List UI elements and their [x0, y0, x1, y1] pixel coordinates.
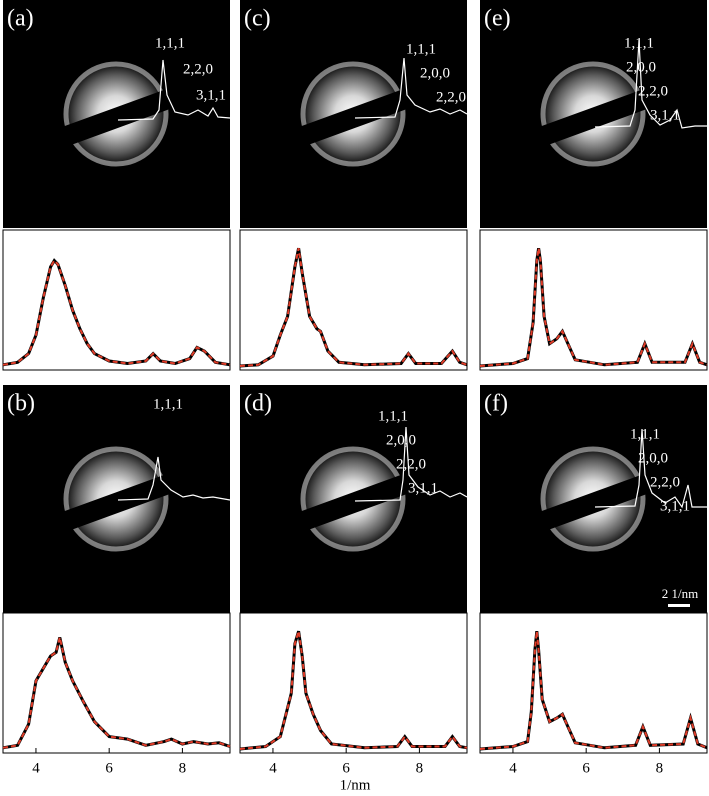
- fit-curve: [2, 637, 231, 749]
- peak-label: 2,0,0: [626, 59, 656, 75]
- fit-curve: [479, 248, 708, 367]
- peak-label: 1,1,1: [155, 35, 185, 51]
- x-tick-label: 4: [32, 760, 40, 776]
- diffraction-image: (a) 1,1,1 2,2,0 3,1,1: [3, 0, 231, 228]
- beam-stop: [43, 467, 192, 538]
- plot-frame: [479, 612, 708, 754]
- panel-label: (b): [7, 391, 35, 417]
- panel-label: (d): [244, 391, 272, 417]
- peak-label: 2,0,0: [638, 450, 668, 466]
- peak-label: 2,2,0: [396, 456, 426, 472]
- x-tick-label: 6: [582, 760, 590, 776]
- x-tick-label: 8: [416, 760, 424, 776]
- peak-label: 3,1,1: [196, 87, 226, 103]
- fit-curve: [239, 630, 468, 750]
- peak-label: 2,2,0: [436, 89, 466, 105]
- fit-curve: [479, 631, 708, 750]
- peak-label: 1,1,1: [153, 396, 183, 412]
- scale-bar: [668, 604, 690, 607]
- intensity-profile: [594, 39, 707, 129]
- peak-label: 1,1,1: [624, 35, 654, 51]
- ring: [540, 61, 646, 167]
- diffraction-image: (f) 1,1,1 2,0,0 2,2,0 3,1,1 2 1/nm: [480, 385, 707, 613]
- diffraction-image: (c) 1,1,1 2,0,0 2,2,0: [240, 0, 468, 228]
- peak-label: 2,2,0: [183, 61, 213, 77]
- diffraction-image: (e) 1,1,1 2,0,0 2,2,0 3,1,1: [480, 0, 707, 228]
- intensity-profile: [354, 426, 468, 502]
- x-tick-label: 6: [342, 760, 350, 776]
- panel-label: (f): [484, 391, 508, 417]
- x-tick-label: 4: [509, 760, 517, 776]
- peak-label: 1,1,1: [378, 408, 408, 424]
- intensity-profile: [117, 456, 231, 501]
- intensity-profile: [594, 428, 707, 509]
- ring: [300, 446, 406, 552]
- diffraction-image: (d) 1,1,1 2,0,0 2,2,0 3,1,1: [240, 385, 468, 613]
- x-axis-label: 1/nm: [340, 777, 371, 793]
- peak-label: 3,1,1: [408, 480, 438, 496]
- x-tick-label: 6: [105, 760, 113, 776]
- plot-frame: [239, 612, 468, 754]
- peak-label: 3,1,1: [660, 498, 690, 514]
- x-tick-label: 4: [269, 760, 277, 776]
- panel-label: (e): [484, 6, 511, 32]
- peak-label: 1,1,1: [630, 426, 660, 442]
- plot-frame: [479, 229, 708, 371]
- x-tick-label: 8: [179, 760, 187, 776]
- intensity-profile: [354, 57, 468, 119]
- ring: [63, 61, 169, 167]
- beam-stop: [520, 82, 669, 153]
- ring: [300, 61, 406, 167]
- peak-label: 2,2,0: [638, 83, 668, 99]
- peak-label: 2,2,0: [650, 474, 680, 490]
- peak-label: 1,1,1: [406, 41, 436, 57]
- panel-label: (a): [7, 6, 34, 32]
- panel-label: (c): [244, 6, 271, 32]
- fit-curve: [2, 258, 231, 366]
- ring: [540, 446, 646, 552]
- beam-stop: [280, 82, 429, 153]
- peak-label: 2,0,0: [386, 432, 416, 448]
- ring: [63, 446, 169, 552]
- intensity-profile: [117, 59, 231, 121]
- peak-label: 3,1,1: [650, 107, 680, 123]
- beam-stop: [280, 467, 429, 538]
- diffraction-image: (b) 1,1,1: [3, 385, 231, 613]
- scale-bar-label: 2 1/nm: [662, 586, 698, 601]
- peak-label: 2,0,0: [420, 65, 450, 81]
- plot-frame: [2, 229, 231, 371]
- fit-curve: [239, 248, 468, 367]
- x-tick-label: 8: [656, 760, 664, 776]
- beam-stop: [43, 82, 192, 153]
- plot-frame: [2, 612, 231, 754]
- beam-stop: [520, 467, 669, 538]
